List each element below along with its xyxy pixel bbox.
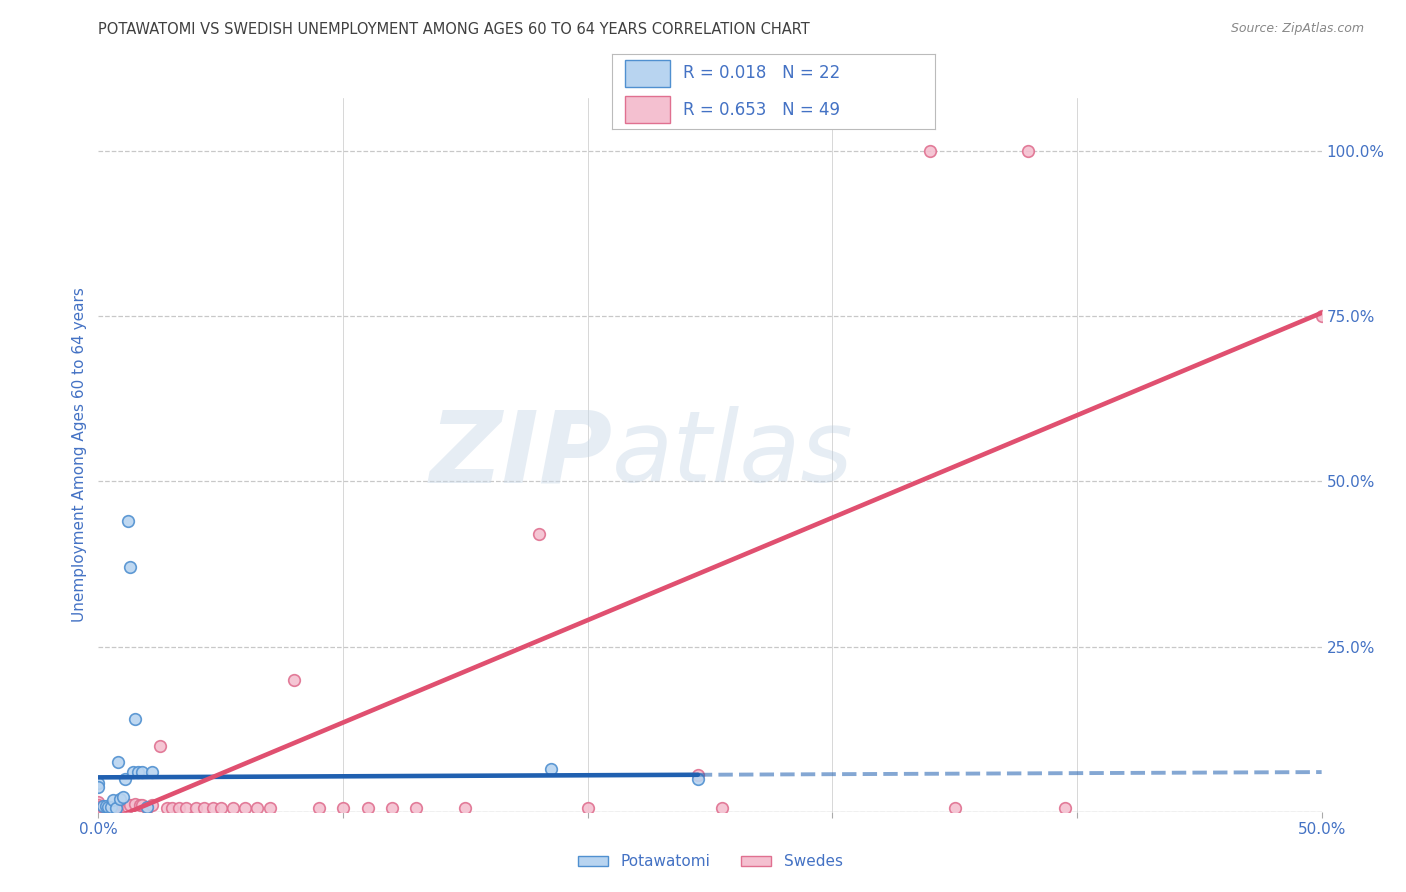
Point (186, 801, 208, 815)
Point (120, 560, 142, 574)
Point (259, 801, 281, 815)
Point (87, 798, 110, 813)
Point (107, 755, 129, 769)
Bar (624, 96, 669, 123)
Point (87, 780, 110, 795)
Point (160, 801, 183, 815)
Point (356, 801, 378, 815)
Point (91, 800, 114, 814)
Point (193, 801, 215, 815)
Legend: Potawatomi, Swedes: Potawatomi, Swedes (571, 848, 849, 875)
Point (711, 801, 734, 815)
Bar (624, 60, 669, 87)
Point (111, 790, 134, 805)
Point (308, 801, 330, 815)
Point (405, 801, 427, 815)
Point (100, 800, 122, 814)
Point (1053, 801, 1076, 815)
Point (104, 801, 127, 815)
Point (156, 801, 179, 815)
Point (202, 801, 225, 815)
Point (686, 772, 709, 786)
Point (686, 768, 709, 782)
Point (233, 801, 256, 815)
Point (129, 798, 152, 813)
Point (114, 800, 136, 814)
Point (94, 799, 117, 814)
Point (114, 772, 136, 786)
Point (920, 144, 942, 158)
Point (111, 800, 134, 814)
Point (91, 799, 114, 814)
Point (141, 765, 163, 780)
Text: POTAWATOMI VS SWEDISH UNEMPLOYMENT AMONG AGES 60 TO 64 YEARS CORRELATION CHART: POTAWATOMI VS SWEDISH UNEMPLOYMENT AMONG… (98, 22, 810, 37)
Point (454, 801, 477, 815)
Point (381, 801, 404, 815)
Point (87, 800, 110, 814)
Point (136, 801, 159, 815)
Point (540, 762, 562, 776)
Text: atlas: atlas (612, 407, 853, 503)
Point (104, 801, 127, 815)
Point (576, 801, 599, 815)
Point (1310, 309, 1333, 323)
Point (121, 765, 143, 780)
Text: ZIP: ZIP (429, 407, 612, 503)
Y-axis label: Unemployment Among Ages 60 to 64 years: Unemployment Among Ages 60 to 64 years (72, 287, 87, 623)
Point (527, 527, 550, 541)
Point (136, 800, 159, 814)
Point (332, 801, 354, 815)
Point (101, 793, 124, 807)
Text: R = 0.018   N = 22: R = 0.018 N = 22 (683, 64, 839, 82)
Point (97, 801, 120, 815)
Point (94, 801, 117, 815)
Point (110, 800, 132, 814)
Point (107, 801, 129, 815)
Point (209, 801, 232, 815)
Point (1017, 144, 1039, 158)
Point (131, 765, 153, 780)
Point (246, 801, 269, 815)
Point (87, 795, 110, 809)
Point (141, 798, 163, 813)
Point (124, 797, 146, 811)
Point (87, 775, 110, 789)
Point (943, 801, 966, 815)
Point (131, 798, 153, 813)
Point (100, 801, 122, 815)
Point (97, 800, 120, 814)
Point (222, 801, 245, 815)
Point (283, 673, 305, 687)
Point (149, 739, 172, 753)
Point (176, 801, 198, 815)
Point (117, 800, 139, 814)
Point (101, 801, 124, 815)
Point (120, 798, 142, 813)
Point (117, 514, 139, 528)
Point (127, 765, 149, 780)
Text: Source: ZipAtlas.com: Source: ZipAtlas.com (1230, 22, 1364, 36)
Text: R = 0.653   N = 49: R = 0.653 N = 49 (683, 101, 839, 119)
Point (110, 791, 132, 805)
Point (124, 712, 146, 726)
Point (167, 801, 190, 815)
